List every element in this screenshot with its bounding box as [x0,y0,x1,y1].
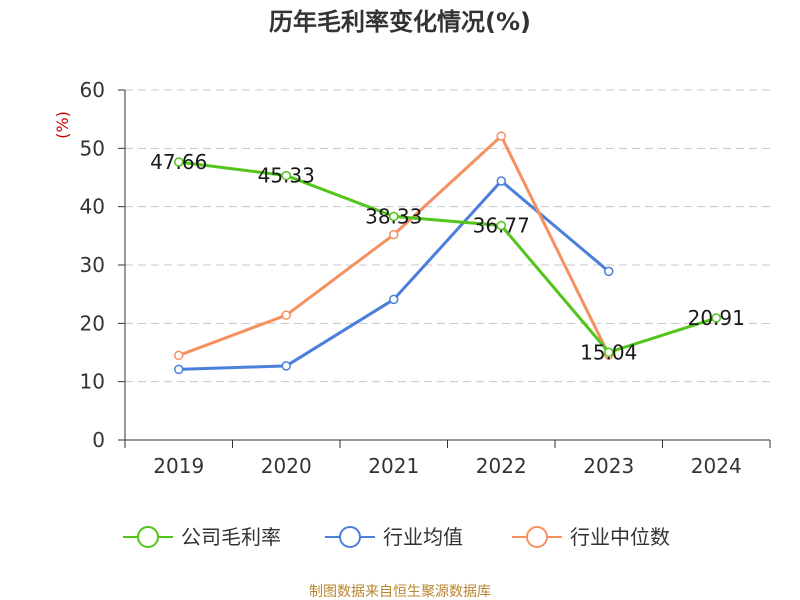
chart-title: 历年毛利率变化情况(%) [269,8,531,36]
data-label: 47.66 [150,150,207,174]
y-axis-label: (%) [53,111,72,139]
x-tick-label: 2022 [476,454,527,478]
data-point [174,350,184,361]
legend-label: 行业均值 [383,525,463,549]
data-point [281,361,291,371]
data-label: 15.04 [580,340,637,364]
x-tick-label: 2020 [261,454,312,478]
source-note: 制图数据来自恒生聚源数据库 [309,584,491,600]
data-point [389,229,399,240]
data-point [174,157,184,167]
data-point [711,313,721,323]
data-point [174,364,184,375]
legend: 公司毛利率 行业均值 行业中位数 [123,525,670,549]
x-tick-label: 2019 [153,454,204,478]
y-tick-label: 20 [80,311,105,335]
data-point [496,131,506,141]
data-point [389,211,399,222]
x-tick-label: 2023 [583,454,634,478]
axis-layer: 0 10 20 30 40 50 60 2019 2020 2021 2022 2023 2024 [80,78,771,478]
x-tick-label: 2024 [691,454,742,478]
legend-marker [339,526,361,548]
data-label-layer: 47.66 45.33 38.33 36.77 15.04 20.91 [150,150,745,364]
y-tick-label: 60 [80,78,105,102]
data-point [604,266,614,277]
y-tick-label: 10 [80,370,105,394]
legend-label: 行业中位数 [570,525,670,549]
data-label: 20.91 [688,306,745,330]
series-line [178,160,717,354]
data-label: 38.33 [365,204,422,228]
data-point [389,294,399,305]
y-tick-label: 30 [80,253,105,277]
legend-marker [137,526,159,548]
data-label: 45.33 [258,164,315,188]
y-tick-label: 40 [80,195,105,219]
y-tick-label: 0 [92,428,105,452]
legend-label: 公司毛利率 [181,525,281,549]
y-tick-label: 50 [80,136,105,160]
data-point [281,310,291,320]
series-layer [174,131,721,375]
data-point [496,220,506,231]
grid-layer [125,89,770,383]
data-point [604,347,614,358]
data-point [496,176,506,186]
legend-marker [526,526,548,548]
data-point [281,170,291,181]
x-tick-label: 2021 [368,454,419,478]
data-label: 36.77 [473,214,530,238]
